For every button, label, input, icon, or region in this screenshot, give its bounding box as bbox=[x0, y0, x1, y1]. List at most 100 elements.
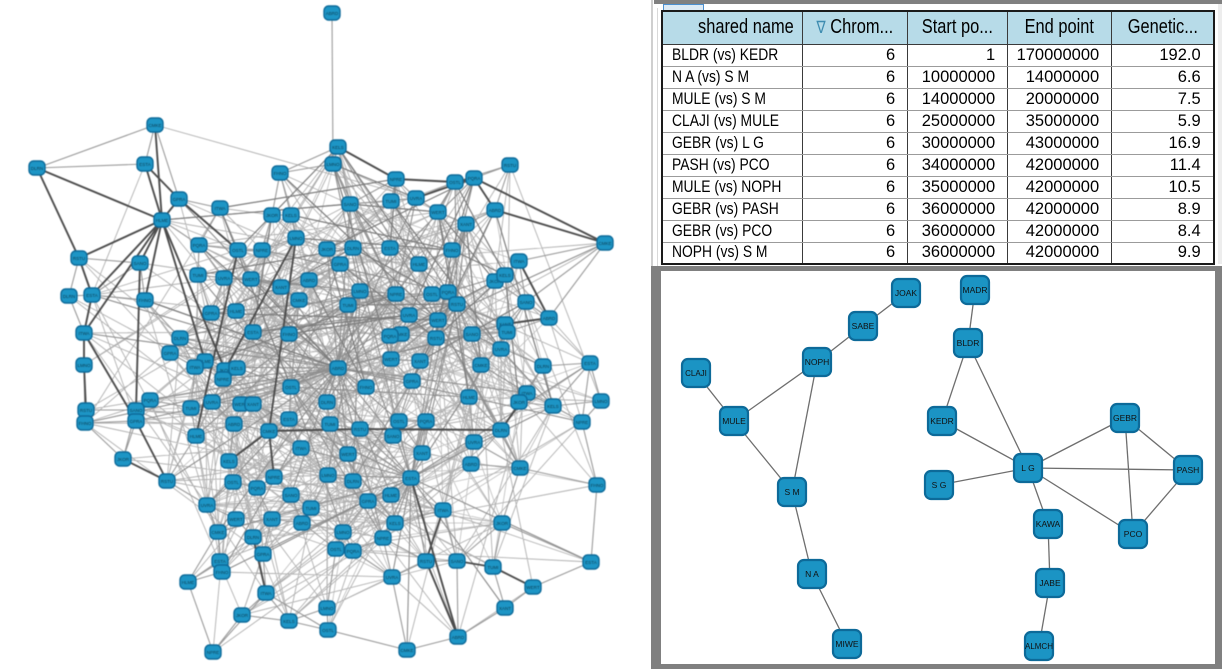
svg-text:KEDR: KEDR bbox=[930, 416, 954, 426]
svg-text:WERT: WERT bbox=[341, 452, 354, 457]
svg-text:ESTA: ESTA bbox=[86, 293, 97, 298]
svg-text:ESTA: ESTA bbox=[405, 476, 416, 481]
svg-text:NPRE: NPRE bbox=[576, 420, 589, 425]
svg-text:UVRA: UVRA bbox=[206, 400, 219, 405]
svg-text:ABRD: ABRD bbox=[296, 521, 309, 526]
svg-text:WERT: WERT bbox=[244, 277, 257, 282]
svg-text:OSTL: OSTL bbox=[227, 480, 239, 485]
svg-text:NPRE: NPRE bbox=[217, 377, 230, 382]
svg-text:GPRA: GPRA bbox=[257, 552, 270, 557]
svg-text:ESTA: ESTA bbox=[139, 162, 150, 167]
svg-text:SABE: SABE bbox=[852, 321, 875, 331]
svg-text:KELS: KELS bbox=[499, 273, 511, 278]
svg-text:TUMI: TUMI bbox=[386, 199, 397, 204]
svg-text:OSTL: OSTL bbox=[322, 628, 334, 633]
svg-text:FHNO: FHNO bbox=[216, 570, 229, 575]
svg-text:JKOR: JKOR bbox=[321, 247, 334, 252]
svg-text:XANT: XANT bbox=[414, 359, 426, 364]
svg-text:KELS: KELS bbox=[231, 366, 243, 371]
svg-text:S G: S G bbox=[932, 480, 947, 490]
svg-text:ITWA: ITWA bbox=[78, 331, 89, 336]
svg-text:GEBR: GEBR bbox=[1113, 413, 1137, 423]
svg-text:NPRE: NPRE bbox=[207, 650, 220, 655]
svg-text:OSTL: OSTL bbox=[393, 419, 405, 424]
svg-text:ABRD: ABRD bbox=[543, 316, 556, 321]
svg-text:WERT: WERT bbox=[229, 517, 242, 522]
svg-text:MADR: MADR bbox=[962, 285, 987, 295]
svg-text:BLDR: BLDR bbox=[957, 338, 980, 348]
svg-text:GPRA: GPRA bbox=[205, 311, 218, 316]
svg-text:TUMI: TUMI bbox=[306, 506, 317, 511]
svg-text:UVRA: UVRA bbox=[403, 313, 416, 318]
svg-text:XANT: XANT bbox=[460, 222, 472, 227]
svg-text:HLME: HLME bbox=[156, 218, 169, 223]
svg-text:PQRA: PQRA bbox=[193, 243, 206, 248]
svg-text:SANO: SANO bbox=[134, 261, 147, 266]
svg-text:JKOR: JKOR bbox=[513, 400, 526, 405]
svg-text:CMKE: CMKE bbox=[474, 363, 487, 368]
svg-text:SANO: SANO bbox=[451, 559, 464, 564]
svg-text:SANO: SANO bbox=[130, 408, 143, 413]
svg-text:ESTA: ESTA bbox=[283, 417, 294, 422]
svg-text:FHNO: FHNO bbox=[446, 248, 459, 253]
svg-text:HLME: HLME bbox=[385, 493, 398, 498]
svg-text:PQRA: PQRA bbox=[420, 419, 433, 424]
svg-text:ABRD: ABRD bbox=[489, 208, 502, 213]
svg-text:ABRD: ABRD bbox=[452, 635, 465, 640]
svg-text:ALMCH: ALMCH bbox=[1025, 642, 1053, 651]
svg-text:WERT: WERT bbox=[431, 318, 444, 323]
svg-text:DLRN: DLRN bbox=[31, 166, 43, 171]
svg-text:PQRA: PQRA bbox=[347, 549, 360, 554]
svg-text:HLME: HLME bbox=[463, 395, 476, 400]
svg-text:GPRA: GPRA bbox=[406, 379, 419, 384]
svg-text:FHNO: FHNO bbox=[591, 483, 604, 488]
svg-text:CMKE: CMKE bbox=[513, 466, 526, 471]
svg-text:ITWA: ITWA bbox=[189, 365, 200, 370]
svg-text:DLRN: DLRN bbox=[347, 246, 359, 251]
svg-text:OSTL: OSTL bbox=[285, 385, 297, 390]
svg-text:RSTU: RSTU bbox=[80, 408, 92, 413]
svg-text:KELS: KELS bbox=[547, 404, 559, 409]
svg-text:LMNO: LMNO bbox=[320, 606, 334, 611]
svg-text:LMNO: LMNO bbox=[353, 289, 367, 294]
svg-text:XANT: XANT bbox=[275, 285, 287, 290]
svg-text:UVRA: UVRA bbox=[201, 503, 214, 508]
svg-text:ABRD: ABRD bbox=[303, 278, 316, 283]
svg-text:TUMI: TUMI bbox=[488, 565, 499, 570]
svg-text:OSTL: OSTL bbox=[426, 292, 438, 297]
svg-text:ESTA: ESTA bbox=[384, 246, 395, 251]
svg-text:KELS: KELS bbox=[285, 213, 297, 218]
svg-text:GPRA: GPRA bbox=[130, 419, 143, 424]
svg-text:TUMI: TUMI bbox=[343, 303, 354, 308]
svg-text:JKOR: JKOR bbox=[236, 613, 249, 618]
svg-text:JOAK: JOAK bbox=[895, 288, 918, 298]
svg-text:PQRA: PQRA bbox=[442, 290, 455, 295]
svg-text:NPRE: NPRE bbox=[390, 292, 403, 297]
svg-text:HLME: HLME bbox=[230, 309, 243, 314]
svg-text:DLRN: DLRN bbox=[63, 294, 75, 299]
svg-text:UVRA: UVRA bbox=[218, 276, 231, 281]
svg-text:KELS: KELS bbox=[389, 521, 401, 526]
svg-text:TUMI: TUMI bbox=[325, 422, 336, 427]
svg-text:XANT: XANT bbox=[499, 606, 511, 611]
svg-text:NPRE: NPRE bbox=[390, 177, 403, 182]
svg-text:JABE: JABE bbox=[1039, 578, 1061, 588]
svg-text:UVRA: UVRA bbox=[386, 575, 399, 580]
svg-text:PQRA: PQRA bbox=[384, 334, 397, 339]
svg-text:HLME: HLME bbox=[190, 434, 203, 439]
svg-text:S M: S M bbox=[784, 487, 799, 497]
svg-text:KELS: KELS bbox=[283, 619, 295, 624]
svg-text:SANO: SANO bbox=[344, 202, 357, 207]
svg-text:CMKE: CMKE bbox=[598, 241, 611, 246]
svg-text:ESTA: ESTA bbox=[584, 361, 595, 366]
svg-text:FHNO: FHNO bbox=[139, 298, 152, 303]
svg-text:HLME: HLME bbox=[413, 262, 426, 267]
svg-text:CMKE: CMKE bbox=[211, 530, 224, 535]
svg-text:PQRA: PQRA bbox=[144, 398, 157, 403]
svg-text:CMKE: CMKE bbox=[292, 298, 305, 303]
svg-text:ITWA: ITWA bbox=[295, 446, 306, 451]
svg-text:ABRD: ABRD bbox=[326, 11, 339, 16]
svg-text:L G: L G bbox=[1021, 463, 1034, 473]
svg-text:XANT: XANT bbox=[266, 517, 278, 522]
svg-text:ABRD: ABRD bbox=[228, 422, 241, 427]
